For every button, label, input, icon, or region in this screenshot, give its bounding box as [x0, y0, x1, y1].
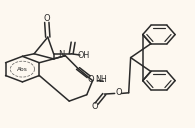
Text: NH: NH: [96, 75, 107, 84]
Text: O: O: [43, 14, 50, 23]
Text: O: O: [87, 76, 94, 84]
Text: O: O: [91, 102, 98, 111]
Text: Abs: Abs: [17, 67, 28, 72]
Text: O: O: [116, 88, 122, 97]
Text: N: N: [58, 50, 64, 59]
Text: OH: OH: [78, 51, 90, 60]
